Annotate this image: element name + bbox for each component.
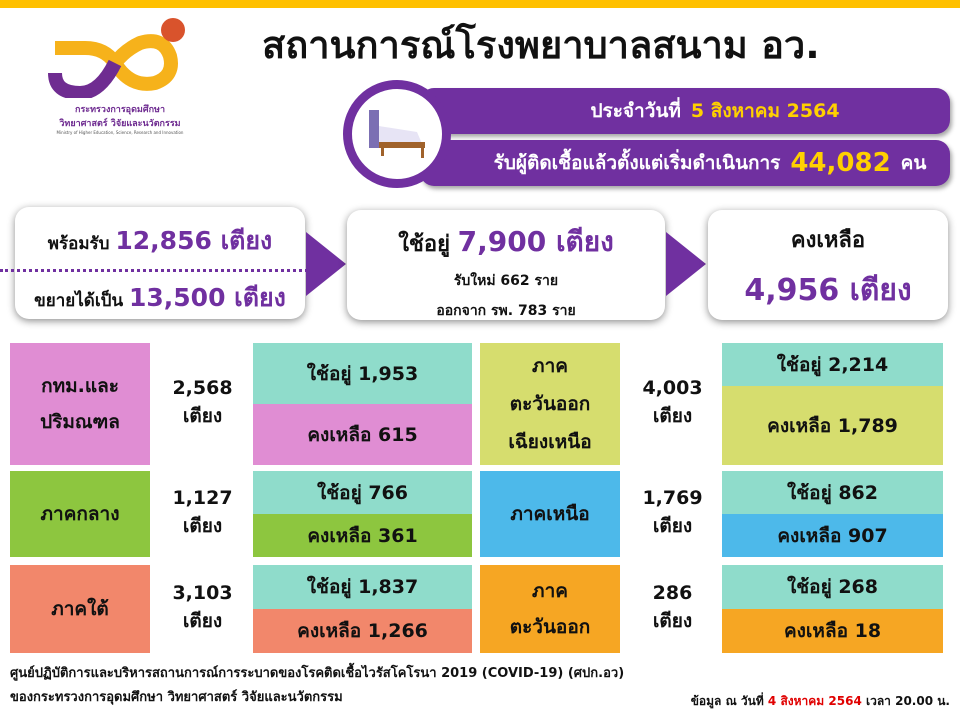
region-remaining: คงเหลือ 907 (722, 514, 943, 557)
region-name: ตะวันออก (509, 393, 591, 415)
region-used: ใช้อยู่ 1,953 (253, 343, 472, 404)
asof-time: เวลา 20.00 น. (865, 694, 950, 708)
ready-row: พร้อมรับ 12,856 เตียง (15, 221, 305, 261)
count-value: 3,103 (172, 582, 233, 604)
count-value: 1,127 (172, 487, 233, 509)
count-unit: เตียง (182, 405, 223, 427)
ready-value: 12,856 เตียง (115, 226, 273, 255)
remain-box: คงเหลือ 4,956 เตียง (708, 210, 948, 320)
count-value: 286 (652, 582, 693, 604)
expand-value: 13,500 เตียง (129, 283, 286, 312)
region-used: ใช้อยู่ 2,214 (722, 343, 943, 386)
region-label: กทม.และปริมณฑล (10, 343, 150, 465)
used-label: ใช้อยู่ (398, 232, 450, 257)
region-bed-count: 286 เตียง (630, 579, 715, 635)
region-label: ภาคใต้ (10, 565, 150, 653)
capacity-box: พร้อมรับ 12,856 เตียง ขยายได้เป็น 13,500… (0, 207, 320, 319)
count-unit: เตียง (652, 610, 693, 632)
footer-line1: ศูนย์ปฏิบัติการและบริหารสถานการณ์การระบา… (10, 666, 625, 681)
ready-label: พร้อมรับ (47, 234, 110, 254)
region-name: ตะวันออก (509, 616, 591, 638)
asof-date: 4 สิงหาคม 2564 (767, 694, 862, 708)
asof-label: ข้อมูล ณ วันที่ (690, 694, 764, 708)
count-value: 2,568 (172, 377, 233, 399)
count-unit: เตียง (652, 515, 693, 537)
region-name: ปริมณฑล (40, 411, 120, 433)
footer-line2: ของกระทรวงการอุดมศึกษา วิทยาศาสตร์ วิจัย… (10, 690, 343, 705)
count-unit: เตียง (182, 610, 223, 632)
region-name: ภาค (532, 355, 568, 377)
region-bed-count: 2,568 เตียง (160, 374, 245, 430)
count-unit: เตียง (652, 405, 693, 427)
logo-text-th2: วิทยาศาสตร์ วิจัยและนวัตกรรม (59, 119, 181, 129)
total-value: 44,082 (790, 148, 891, 178)
used-box: ใช้อยู่ 7,900 เตียง รับใหม่ 662 ราย ออกจ… (347, 210, 665, 320)
logo-text-en: Ministry of Higher Education, Science, R… (56, 130, 184, 135)
region-used: ใช้อยู่ 862 (722, 471, 943, 514)
date-label: ประจำวันที่ (590, 100, 681, 122)
expand-row: ขยายได้เป็น 13,500 เตียง (15, 278, 305, 318)
region-remaining: คงเหลือ 1,789 (722, 386, 943, 465)
date-banner: ประจำวันที่ 5 สิงหาคม 2564 (420, 88, 950, 134)
region-name: ภาค (532, 580, 568, 602)
region-name: ภาคใต้ (51, 598, 109, 620)
region-remaining: คงเหลือ 615 (253, 404, 472, 465)
remain-value: 4,956 เตียง (744, 273, 912, 308)
bed-icon (369, 110, 425, 158)
region-label: ภาคเหนือ (480, 471, 620, 557)
discharged: ออกจาก รพ. 783 ราย (436, 303, 576, 319)
arrow-right-icon (666, 232, 706, 296)
logo-text-th1: กระทรวงการอุดมศึกษา (75, 105, 165, 115)
region-bed-count: 1,127 เตียง (160, 484, 245, 540)
arrow-right-icon (306, 232, 346, 296)
region-bed-count: 3,103 เตียง (160, 579, 245, 635)
region-bed-count: 4,003 เตียง (630, 374, 715, 430)
total-label: รับผู้ติดเชื้อแล้วตั้งแต่เริ่มดำเนินการ (493, 152, 781, 174)
used-value: 7,900 เตียง (457, 225, 614, 258)
region-bed-count: 1,769 เตียง (630, 484, 715, 540)
total-unit: คน (900, 152, 927, 174)
count-value: 4,003 (642, 377, 703, 399)
region-used: ใช้อยู่ 1,837 (253, 565, 472, 609)
divider (0, 269, 320, 272)
region-name: เฉียงเหนือ (508, 431, 592, 453)
total-banner: รับผู้ติดเชื้อแล้วตั้งแต่เริ่มดำเนินการ … (420, 140, 950, 186)
region-remaining: คงเหลือ 18 (722, 609, 943, 653)
count-value: 1,769 (642, 487, 703, 509)
date-value: 5 สิงหาคม 2564 (690, 100, 840, 122)
region-used: ใช้อยู่ 766 (253, 471, 472, 514)
region-used: ใช้อยู่ 268 (722, 565, 943, 609)
as-of: ข้อมูล ณ วันที่ 4 สิงหาคม 2564 เวลา 20.0… (691, 692, 950, 711)
region-name: ภาคเหนือ (510, 503, 590, 525)
region-name: ภาคกลาง (40, 503, 120, 525)
region-name: กทม.และ (41, 375, 119, 397)
remain-label: คงเหลือ (790, 228, 866, 253)
logo-mark-icon (48, 18, 185, 101)
region-label: ภาคกลาง (10, 471, 150, 557)
ministry-logo: กระทรวงการอุดมศึกษา วิทยาศาสตร์ วิจัยและ… (45, 18, 195, 138)
region-remaining: คงเหลือ 1,266 (253, 609, 472, 653)
region-label: ภาคตะวันออก (480, 565, 620, 653)
new-admissions: รับใหม่ 662 ราย (453, 273, 559, 289)
top-accent-bar (0, 0, 960, 8)
page-title: สถานการณ์โรงพยาบาลสนาม อว. (262, 23, 820, 67)
bed-badge (343, 80, 451, 188)
expand-label: ขยายได้เป็น (34, 291, 124, 311)
region-label: ภาคตะวันออกเฉียงเหนือ (480, 343, 620, 465)
count-unit: เตียง (182, 515, 223, 537)
region-remaining: คงเหลือ 361 (253, 514, 472, 557)
